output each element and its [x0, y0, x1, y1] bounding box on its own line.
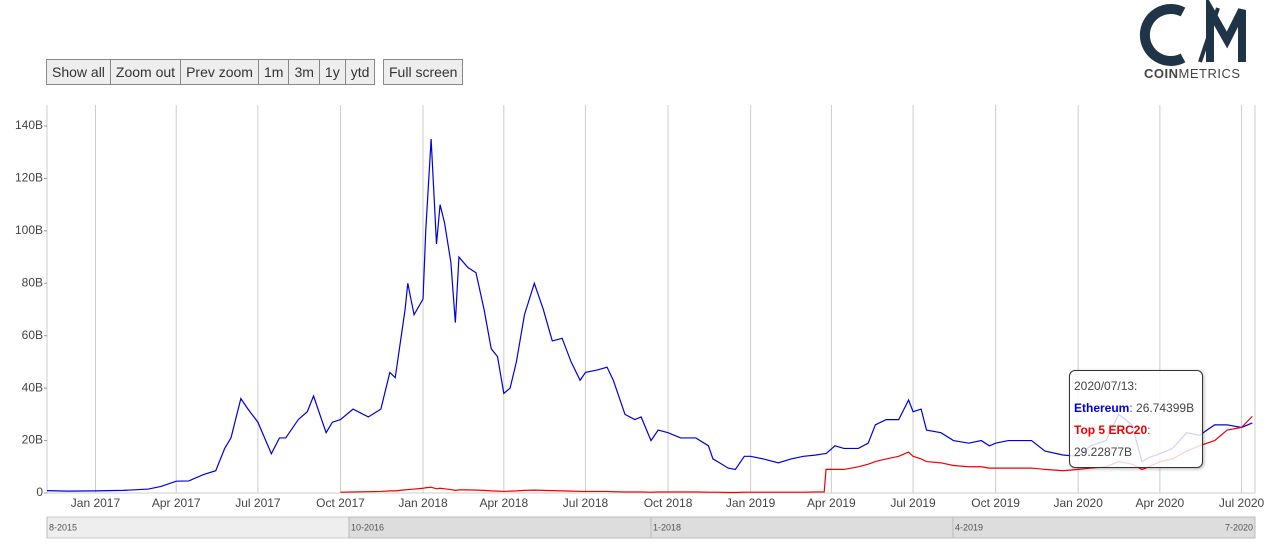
y-tick-label: 0 — [36, 485, 43, 499]
button[interactable]: 3m — [289, 60, 320, 84]
navigator-window — [348, 516, 1256, 539]
button[interactable]: Show all — [47, 60, 111, 84]
x-tick-label: Jul 2019 — [890, 496, 936, 510]
tooltip-row: Ethereum: 26.74399B — [1074, 397, 1198, 419]
y-tick-label: 80B — [22, 275, 43, 289]
logo-metrics: METRICS — [1179, 66, 1241, 81]
navigator-track — [46, 516, 1256, 539]
button[interactable]: ytd — [345, 60, 375, 84]
y-tick-label: 60B — [22, 328, 43, 342]
tooltip-date: 2020/07/13: — [1074, 379, 1138, 393]
tooltip-row: Top 5 ERC20: 29.22877B — [1074, 419, 1198, 463]
x-tick-label: Jan 2019 — [726, 496, 776, 510]
logo: COINMETRICS — [1139, 0, 1246, 81]
range-group: 1m 3m 1y ytd — [258, 59, 376, 85]
x-tick-label: Jul 2020 — [1219, 496, 1265, 510]
tooltip-value: : 29.22877B — [1074, 423, 1151, 459]
x-tick-label: Apr 2018 — [479, 496, 528, 510]
y-tick-label: 120B — [15, 171, 43, 185]
x-tick-label: Oct 2018 — [644, 496, 693, 510]
button[interactable]: 1m — [259, 60, 290, 84]
x-tick-label: Oct 2019 — [971, 496, 1020, 510]
y-tick-label: 20B — [22, 433, 43, 447]
x-tick-label: Jul 2018 — [563, 496, 609, 510]
x-tick-label: Jan 2017 — [71, 496, 121, 510]
x-tick-label: Apr 2017 — [152, 496, 201, 510]
y-tick-label: 100B — [15, 223, 43, 237]
screen-group: Full screen — [383, 59, 464, 85]
logo-slash — [1198, 7, 1220, 63]
tooltip-series: Top 5 ERC20 — [1074, 423, 1148, 437]
navigator-label: 1-2018 — [653, 522, 681, 532]
tooltip-series: Ethereum — [1074, 401, 1130, 415]
y-tick-label: 40B — [22, 380, 43, 394]
x-tick-label: Oct 2017 — [316, 496, 365, 510]
zoom-group: Show all Zoom out Prev zoom — [46, 59, 259, 85]
logo-text: COINMETRICS — [1144, 66, 1241, 81]
navigator-label: 8-2015 — [49, 522, 77, 532]
button[interactable]: Zoom out — [110, 60, 182, 84]
x-tick-label: Jan 2020 — [1054, 496, 1104, 510]
navigator-label: 7-2020 — [1225, 522, 1253, 532]
logo-m — [1206, 0, 1246, 62]
x-tick-label: Jan 2018 — [398, 496, 448, 510]
logo-coin: COIN — [1144, 66, 1179, 81]
x-tick-label: Apr 2020 — [1136, 496, 1185, 510]
button[interactable]: Prev zoom — [181, 60, 258, 84]
x-tick-label: Jul 2017 — [235, 496, 281, 510]
tooltip: 2020/07/13: Ethereum: 26.74399B Top 5 ER… — [1069, 370, 1203, 468]
button[interactable]: Full screen — [384, 60, 463, 84]
x-tick-label: Apr 2019 — [807, 496, 856, 510]
tooltip-value: : 26.74399B — [1129, 401, 1195, 415]
navigator-label: 4-2019 — [955, 522, 983, 532]
logo-c — [1139, 4, 1186, 66]
y-tick-label: 140B — [15, 118, 43, 132]
button[interactable]: 1y — [319, 60, 346, 84]
navigator-label: 10-2016 — [351, 522, 384, 532]
